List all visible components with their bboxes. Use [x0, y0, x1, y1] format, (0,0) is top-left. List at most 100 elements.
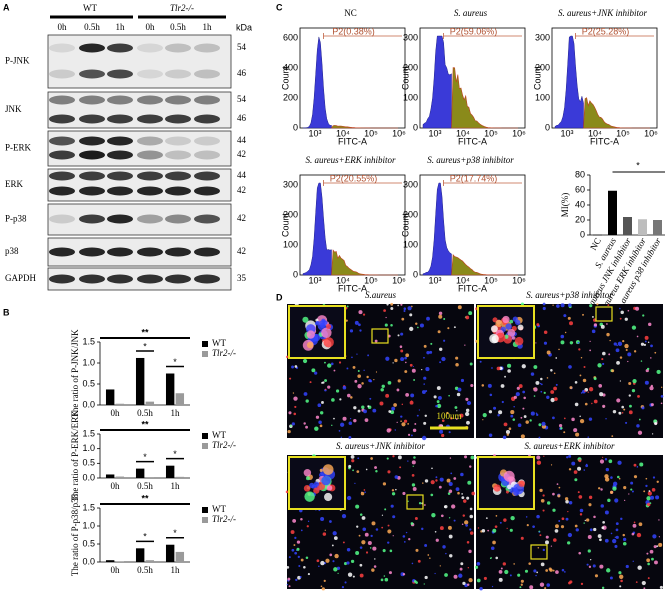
cell — [491, 585, 494, 588]
cell — [627, 309, 630, 312]
cell — [563, 417, 566, 420]
cell — [355, 551, 360, 555]
y-tick-label: 0.5 — [82, 378, 95, 388]
cell — [632, 560, 634, 563]
cell — [315, 415, 320, 419]
y-axis-label: Count — [280, 213, 290, 238]
x-tick-label: 10⁵ — [364, 128, 378, 138]
cell — [625, 348, 628, 352]
band — [79, 247, 105, 257]
cell — [600, 324, 605, 329]
cell — [624, 317, 628, 321]
cell — [423, 504, 426, 506]
time-label: 1h — [203, 22, 213, 32]
cell — [540, 383, 543, 386]
x-tick-label: 1h — [171, 481, 181, 491]
cell — [545, 540, 549, 545]
band — [79, 274, 105, 284]
cell — [644, 340, 647, 343]
cell — [322, 381, 325, 384]
cell — [635, 306, 640, 311]
cell — [316, 559, 320, 563]
size-label: 54 — [237, 94, 247, 104]
cell — [611, 435, 614, 437]
gate-label: P2(17.74%) — [450, 173, 498, 183]
cell — [396, 388, 400, 392]
cell — [552, 569, 555, 572]
cell — [654, 351, 657, 354]
cell — [489, 393, 493, 397]
cell — [354, 320, 359, 325]
cell — [588, 417, 593, 421]
cell — [601, 586, 605, 590]
cell — [619, 317, 622, 320]
cell — [465, 411, 470, 417]
bar — [623, 217, 632, 235]
cell — [588, 503, 592, 507]
cell — [517, 573, 521, 577]
inset-cell — [315, 321, 319, 326]
cell — [412, 365, 414, 368]
cell — [636, 335, 639, 338]
band — [49, 274, 75, 284]
cell — [552, 304, 554, 306]
cell — [342, 416, 347, 421]
cell — [593, 377, 597, 381]
inset-cell — [502, 315, 510, 324]
cell — [331, 544, 334, 547]
cell — [300, 517, 303, 521]
cell — [388, 571, 392, 575]
cell — [520, 579, 524, 583]
cell — [537, 546, 540, 549]
cell — [649, 549, 654, 554]
cell — [573, 470, 578, 474]
inset-cell — [517, 324, 524, 331]
cell — [601, 358, 604, 361]
band — [137, 150, 163, 160]
cell — [637, 565, 642, 570]
cell — [582, 313, 584, 316]
cell — [470, 383, 474, 388]
cell — [466, 496, 470, 500]
size-label: 42 — [237, 185, 246, 195]
cell — [370, 457, 373, 460]
cell — [459, 567, 463, 571]
cell — [604, 510, 609, 515]
cell — [579, 415, 581, 418]
size-label: 42 — [237, 213, 246, 223]
cell — [577, 341, 580, 344]
cell — [286, 583, 289, 586]
cell — [402, 535, 406, 538]
cell — [418, 409, 420, 411]
cell — [600, 488, 603, 491]
cell — [618, 477, 621, 480]
cell — [422, 482, 424, 484]
band — [137, 186, 163, 196]
band — [107, 69, 133, 79]
y-axis-label: The ratio of P-p38/p38 — [70, 493, 80, 576]
cell — [356, 470, 360, 473]
cell — [554, 529, 559, 533]
cell — [358, 534, 361, 537]
cell — [357, 323, 361, 327]
cell — [546, 583, 551, 587]
x-tick-label: 10⁵ — [484, 275, 498, 285]
cell — [353, 406, 357, 410]
bar — [115, 476, 125, 478]
cell — [550, 397, 555, 403]
band — [49, 114, 75, 124]
cell — [441, 356, 446, 362]
band — [194, 150, 220, 160]
cell — [619, 585, 622, 588]
cell — [460, 378, 465, 383]
cell — [593, 515, 596, 519]
band — [165, 247, 191, 257]
cell — [384, 508, 387, 511]
inset-cell — [321, 327, 332, 339]
cell — [348, 421, 353, 425]
cell — [338, 430, 341, 432]
cell — [352, 575, 355, 578]
cell — [546, 350, 551, 355]
legend-label: WT — [212, 338, 226, 348]
cell — [443, 317, 446, 320]
